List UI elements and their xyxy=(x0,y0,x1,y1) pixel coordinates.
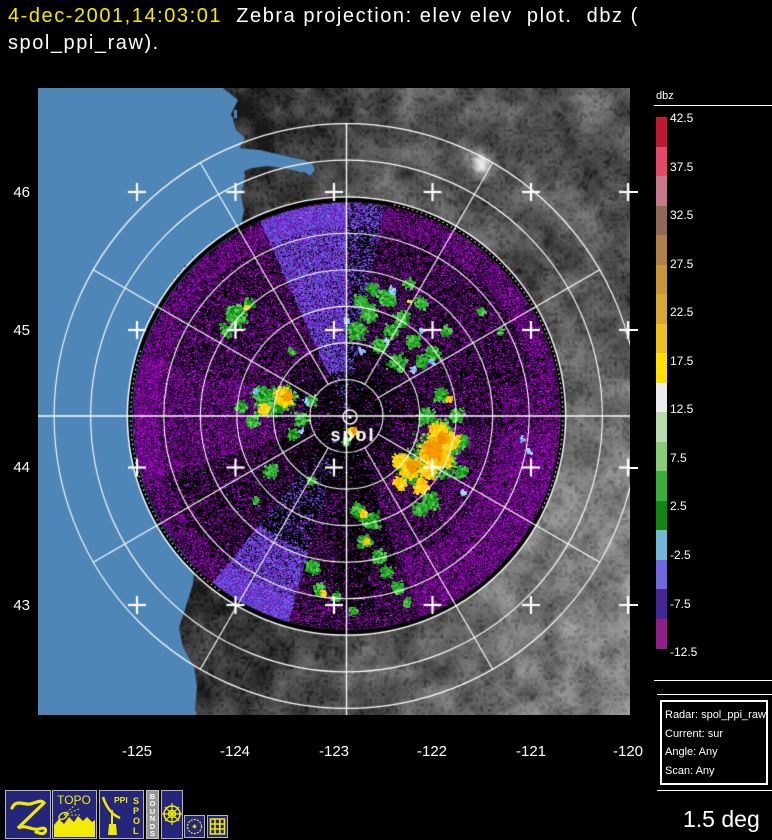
svg-text:P: P xyxy=(133,806,139,816)
svg-text:O: O xyxy=(133,816,140,826)
svg-text:TOPO: TOPO xyxy=(57,793,91,807)
svg-text:S: S xyxy=(133,796,139,806)
svg-text:PPI: PPI xyxy=(114,795,128,805)
svg-text:L: L xyxy=(133,826,139,836)
